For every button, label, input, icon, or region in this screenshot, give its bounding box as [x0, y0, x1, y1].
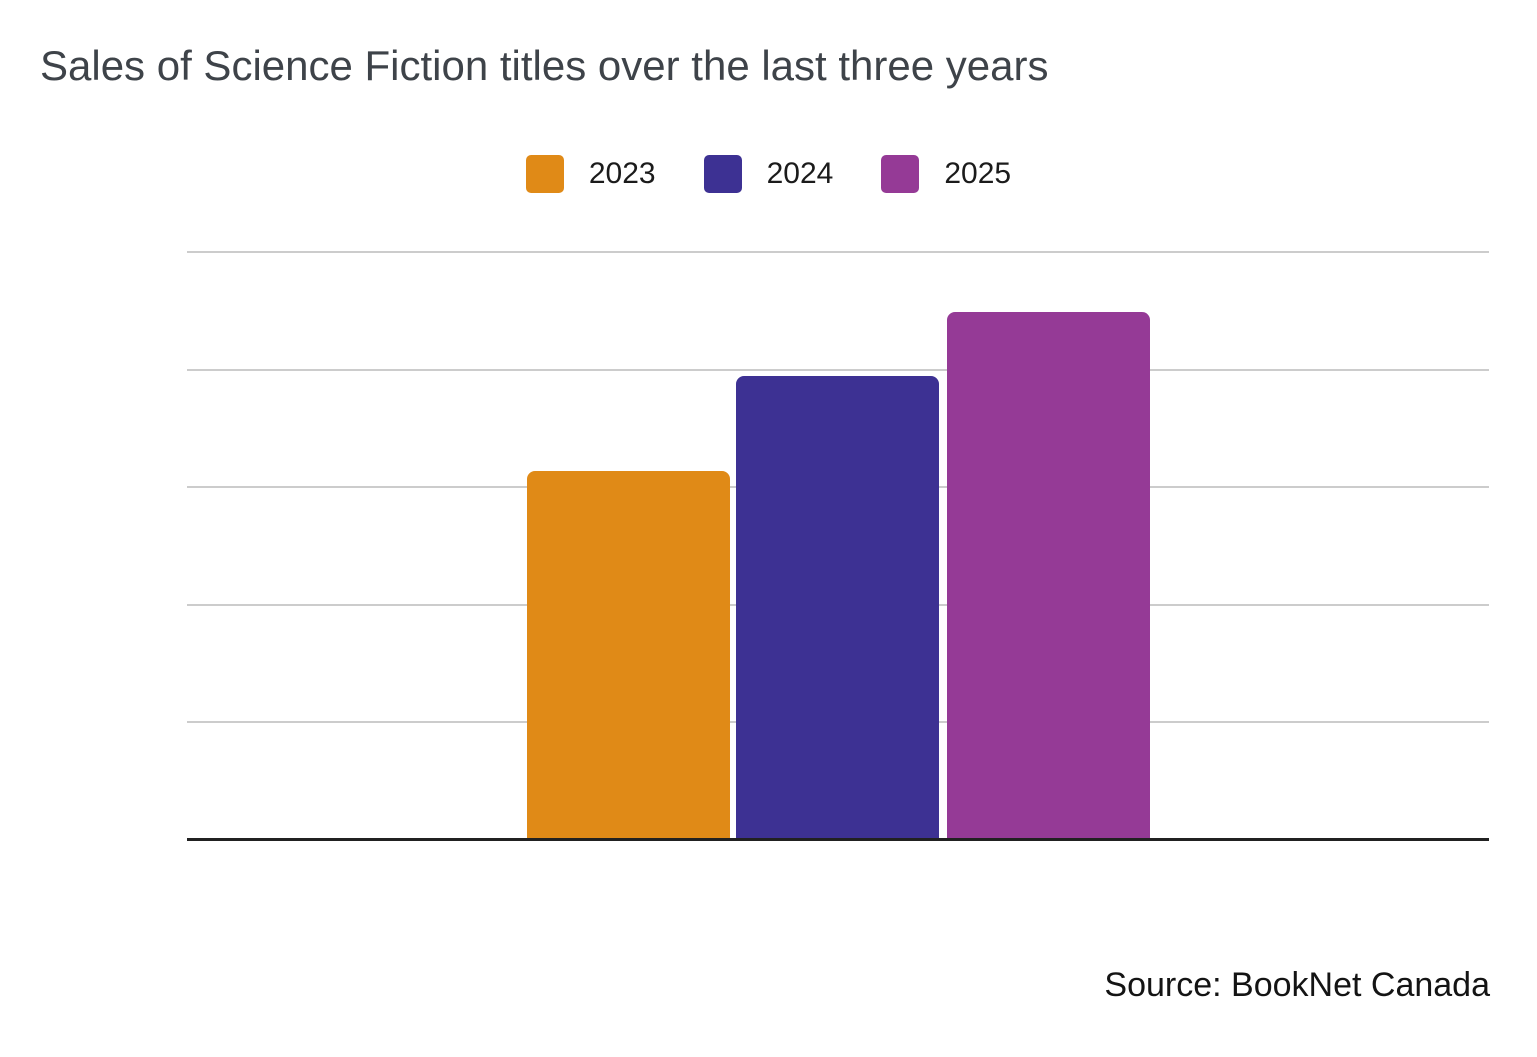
legend-swatch-2025-icon — [881, 155, 920, 193]
gridline — [187, 368, 1489, 371]
legend-item-2025: 2025 — [881, 155, 1011, 193]
legend-item-2023: 2023 — [525, 155, 656, 193]
legend-label-2025: 2025 — [944, 157, 1012, 190]
chart-title: Sales of Science Fiction titles over the… — [40, 42, 1049, 89]
bar-2025[interactable] — [947, 311, 1150, 841]
legend-swatch-2023-icon — [525, 155, 564, 193]
bar-2023[interactable] — [527, 470, 730, 841]
x-axis-baseline — [187, 838, 1489, 841]
gridline — [187, 251, 1489, 253]
legend-item-2024: 2024 — [703, 155, 834, 193]
legend-label-2024: 2024 — [766, 157, 834, 190]
bar-2024[interactable] — [736, 376, 939, 841]
source-credit: Source: BookNet Canada — [1104, 966, 1490, 1004]
legend-swatch-2024-icon — [703, 155, 742, 193]
legend-label-2023: 2023 — [588, 157, 656, 190]
plot-area — [187, 130, 1489, 841]
legend: 2023 2024 2025 — [0, 155, 1537, 193]
